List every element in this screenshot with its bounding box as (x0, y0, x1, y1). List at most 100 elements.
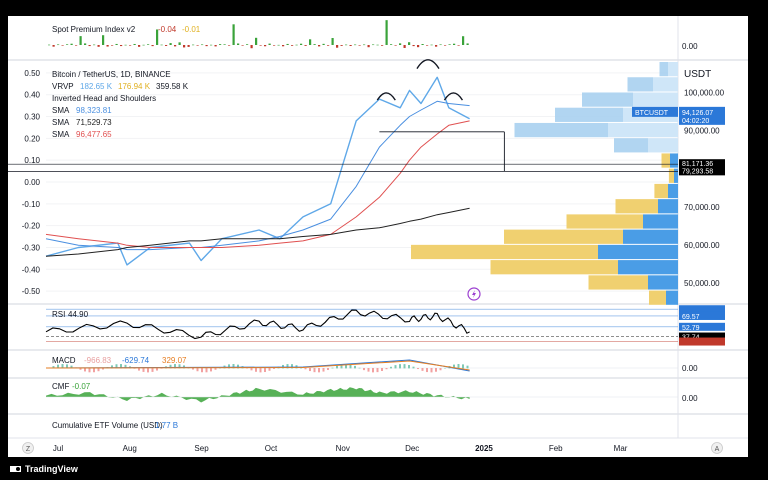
spot-bar-37 (214, 45, 217, 47)
price-pane[interactable]: Bitcoin / TetherUS, 1D, BINANCE VRVP 182… (8, 59, 725, 305)
auto-scale-icon[interactable]: A (711, 442, 723, 454)
spot-bar-12 (102, 35, 105, 45)
macd-hist-20 (138, 368, 140, 371)
vp-buy-bar-6 (670, 153, 678, 168)
hs-arc-1 (416, 59, 440, 69)
macd-hist-45 (250, 368, 253, 371)
macd-hist-22 (147, 368, 149, 373)
cmf-pane[interactable]: CMF -0.07 0.00 (46, 382, 698, 403)
time-tick-feb: Feb (549, 444, 563, 453)
spot-premium-pane[interactable]: Spot Premium Index v2 -0.04 -0.01 0.00 (48, 20, 698, 51)
macd-hist-11 (97, 368, 100, 372)
right-tick-1: 90,000.00 (684, 127, 720, 136)
btcusdt-price-tag (679, 106, 725, 125)
macd-hist-33 (196, 368, 199, 372)
vp-sell-bar-5 (614, 138, 648, 153)
left-tick-5: 0.00 (24, 178, 40, 187)
spot-bar-18 (129, 45, 132, 46)
time-tick-mar: Mar (614, 444, 628, 453)
vp-sell-bar-0 (659, 62, 668, 77)
spot-bar-54 (291, 45, 294, 46)
macd-value-2: -629.74 (122, 356, 150, 365)
macd-hist-34 (201, 368, 203, 373)
spot-bar-62 (327, 45, 330, 46)
spot-bar-33 (196, 45, 199, 46)
vp-buy-bar-4 (608, 122, 678, 138)
rsi-tag-text-2: 52.79 (682, 325, 700, 332)
spot-bar-55 (295, 44, 298, 46)
vp-sell-bar-13 (490, 260, 618, 275)
spot-bar-50 (273, 45, 276, 46)
lightning-icon[interactable] (467, 287, 481, 301)
time-tick-2025: 2025 (475, 444, 493, 453)
spot-bar-42 (237, 43, 240, 45)
spot-bar-20 (138, 45, 141, 47)
spot-bar-82 (417, 45, 420, 48)
spot-bar-63 (331, 38, 334, 45)
right-tick-5: 50,000.00 (684, 279, 720, 288)
spot-bar-84 (426, 45, 429, 46)
spot-bar-39 (223, 44, 226, 45)
sma3-value: 96,477.65 (76, 130, 112, 139)
zoom-icon-glyph: Z (26, 446, 31, 453)
vp-sell-bar-8 (654, 183, 668, 199)
macd-hist-17 (124, 364, 127, 369)
spot-bar-24 (156, 29, 159, 45)
time-tick-dec: Dec (405, 444, 419, 453)
macd-hist-71 (367, 368, 370, 372)
spot-bar-93 (466, 43, 469, 45)
vp-buy-bar-12 (598, 244, 678, 260)
series-line-2 (45, 120, 470, 248)
macd-hist-77 (394, 365, 397, 369)
left-tick-7: -0.20 (22, 222, 41, 231)
rsi-value: 44.90 (68, 310, 89, 319)
macd-hist-72 (372, 368, 374, 373)
etf-volume-pane[interactable]: Cumulative ETF Volume (USD) 1.77 B (52, 421, 178, 430)
spot-premium-title: Spot Premium Index v2 (52, 25, 136, 34)
rsi-tag-0 (679, 305, 725, 314)
left-tick-6: -0.10 (22, 200, 41, 209)
vp-sell-bar-15 (649, 290, 666, 305)
vp-buy-bar-10 (643, 214, 678, 229)
macd-hist-85 (430, 368, 433, 373)
vp-sell-bar-2 (582, 92, 633, 107)
time-axis[interactable]: Jul Aug Sep Oct Nov Dec 2025 Feb Mar (8, 437, 748, 453)
macd-hist-76 (390, 366, 392, 369)
spot-bar-26 (165, 45, 168, 46)
tradingview-logo[interactable]: TradingView (10, 464, 79, 474)
macd-hist-93 (466, 365, 469, 369)
vp-buy-bar-11 (623, 229, 678, 244)
vrvp-value-1: 182.65 K (80, 82, 113, 91)
btcusdt-tag-label: BTCUSDT (635, 110, 669, 117)
sma3-label: SMA (52, 130, 70, 139)
macd-pane[interactable]: MACD -966.83 -629.74 329.07 0.00 (45, 356, 698, 373)
left-tick-4: 0.10 (24, 156, 40, 165)
spot-bar-68 (354, 44, 357, 46)
spot-bar-87 (439, 44, 442, 46)
series-line-1 (45, 100, 470, 251)
spot-bar-73 (376, 44, 379, 46)
spot-bar-53 (286, 43, 289, 45)
macd-hist-4 (66, 364, 68, 369)
left-tick-3: 0.20 (24, 134, 40, 143)
spot-bar-43 (241, 45, 244, 46)
macd-hist-80 (408, 365, 410, 369)
spot-bar-88 (444, 45, 447, 46)
rsi-tag-4 (679, 337, 725, 346)
spot-bar-79 (403, 45, 406, 48)
macd-hist-57 (304, 368, 307, 370)
zoom-icon[interactable]: Z (22, 442, 34, 454)
spot-bar-5 (70, 43, 73, 45)
cmf-area (46, 387, 678, 403)
spot-bar-10 (93, 44, 96, 46)
brand-name: TradingView (25, 464, 79, 474)
macd-hist-59 (313, 368, 316, 373)
price-pane-title: Bitcoin / TetherUS, 1D, BINANCE (52, 70, 171, 79)
macd-hist-87 (439, 368, 442, 371)
macd-hist-7 (79, 368, 82, 370)
spot-bar-70 (363, 44, 366, 46)
macd-hist-67 (349, 364, 352, 369)
